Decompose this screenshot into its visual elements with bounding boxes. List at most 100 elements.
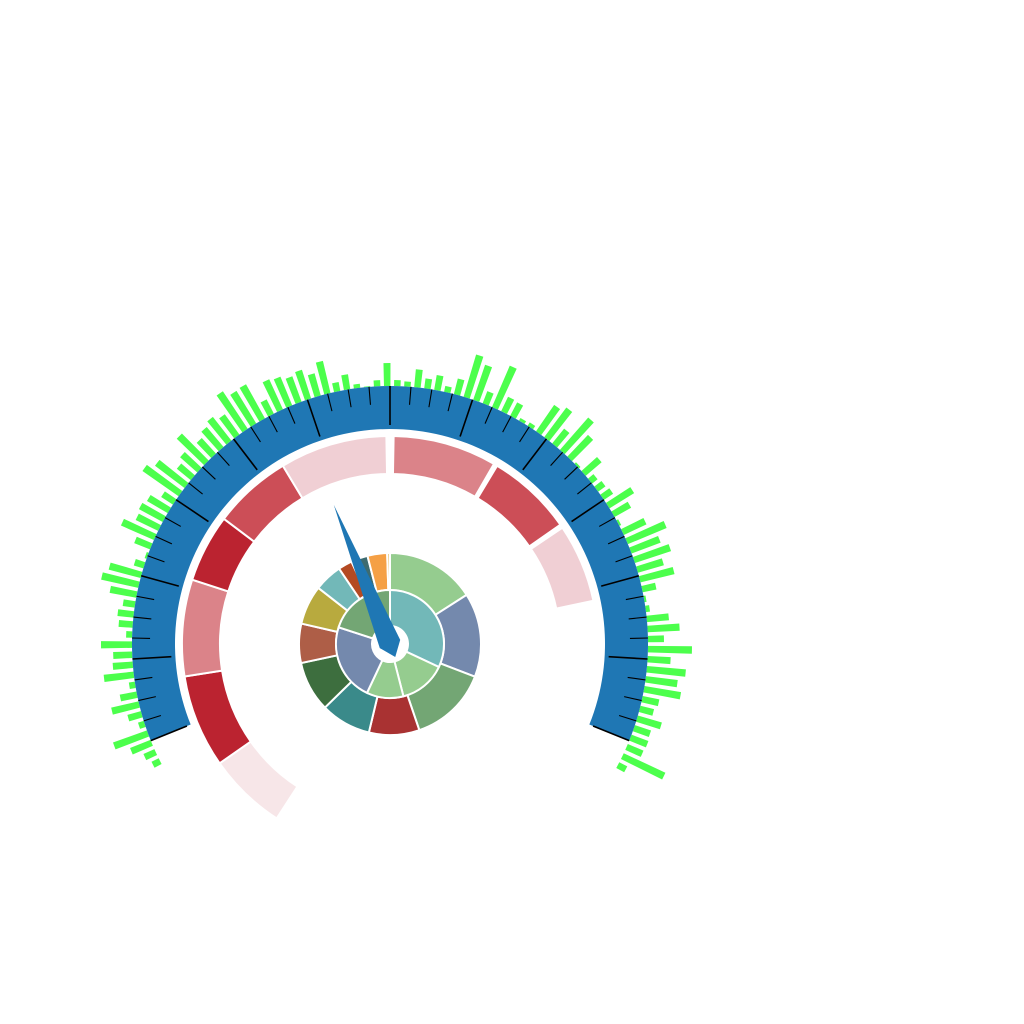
radial-bar	[201, 427, 224, 452]
minor-tick	[598, 517, 616, 527]
radial-bar	[112, 661, 134, 670]
radial-bar	[404, 381, 411, 387]
range-band	[391, 435, 496, 499]
radial-bar	[444, 385, 452, 394]
sunburst-inner-segment	[335, 626, 384, 695]
minor-tick	[625, 595, 644, 601]
radial-bar	[581, 456, 602, 476]
minor-tick	[607, 535, 625, 545]
gauge-pointer	[333, 504, 401, 657]
radial-bar	[620, 753, 666, 780]
radial-bar	[103, 671, 135, 682]
gauge-ticks	[132, 386, 648, 742]
radial-bar	[647, 635, 664, 643]
minor-tick	[428, 389, 433, 408]
radial-bar	[632, 544, 672, 564]
radial-bar	[138, 502, 166, 522]
major-tick	[459, 399, 474, 437]
radial-bar	[643, 686, 682, 700]
radial-bar	[133, 559, 146, 569]
range-band	[183, 669, 253, 765]
minor-tick	[287, 406, 296, 424]
radial-bar	[641, 695, 660, 707]
major-tick	[140, 575, 180, 587]
radial-bar	[527, 422, 536, 430]
radial-bar	[625, 521, 667, 545]
radial-bar	[295, 369, 312, 401]
radial-bar	[176, 433, 209, 466]
radial-bar	[536, 404, 561, 436]
radial-bar	[151, 758, 162, 768]
radial-bar	[109, 585, 138, 598]
radial-bar	[144, 552, 149, 559]
gauge-pointer-layer	[333, 504, 401, 657]
radial-bar	[643, 595, 647, 603]
radial-bar	[126, 631, 133, 638]
major-tick	[522, 438, 548, 471]
minor-tick	[615, 555, 633, 563]
minor-tick	[268, 415, 278, 433]
radial-bar	[641, 582, 657, 593]
major-tick	[600, 575, 640, 587]
radial-bar	[307, 373, 321, 398]
radial-bar	[239, 384, 265, 422]
radial-bar	[632, 725, 652, 737]
minor-tick	[519, 426, 530, 443]
radial-bar	[559, 417, 594, 455]
major-tick	[150, 725, 188, 742]
radial-bar	[638, 566, 675, 583]
minor-tick	[627, 676, 646, 681]
major-tick	[608, 655, 648, 660]
radial-bar	[285, 376, 302, 404]
radial-bar	[473, 364, 493, 402]
radial-bar	[143, 749, 158, 761]
radial-bar	[207, 416, 232, 445]
minor-tick	[484, 406, 493, 424]
radial-bar	[128, 681, 136, 689]
radial-bar	[135, 513, 162, 531]
radial-bar	[117, 609, 135, 618]
radial-bar	[510, 402, 524, 419]
radial-bar	[574, 462, 581, 469]
radial-bar	[463, 354, 484, 399]
radial-bar-series	[101, 354, 692, 780]
radial-bar	[130, 739, 153, 755]
major-tick	[232, 438, 258, 471]
radial-bar	[647, 623, 680, 633]
radial-bar	[646, 666, 686, 677]
radial-bar	[146, 494, 171, 514]
gauge-range-bands	[181, 435, 595, 820]
radial-bar	[118, 620, 134, 628]
minor-tick	[550, 451, 564, 467]
radial-bar	[113, 651, 133, 659]
radial-bar	[424, 378, 433, 390]
radial-bar	[260, 399, 274, 417]
minor-tick	[134, 676, 153, 681]
minor-tick	[164, 517, 182, 527]
radial-bar	[636, 558, 664, 573]
radial-bar	[112, 730, 150, 750]
minor-tick	[502, 415, 512, 433]
minor-tick	[188, 482, 203, 495]
radial-bar	[216, 391, 248, 433]
minor-tick	[216, 451, 230, 467]
range-band	[281, 435, 389, 500]
radial-bar	[625, 744, 644, 757]
radial-bar	[491, 365, 517, 410]
radial-bar	[180, 452, 202, 473]
radial-bar	[273, 376, 293, 408]
radial-bar	[616, 762, 628, 773]
radial-bar	[154, 459, 189, 489]
radial-bar	[501, 396, 515, 415]
radial-bar	[315, 360, 331, 395]
radial-bar	[611, 501, 632, 518]
major-tick	[175, 499, 209, 523]
radial-bar	[482, 391, 494, 406]
minor-tick	[201, 466, 216, 480]
minor-tick	[564, 466, 579, 480]
radial-bar	[594, 481, 606, 492]
radial-bar	[567, 434, 594, 462]
radial-bar	[101, 572, 140, 588]
radial-bar	[394, 380, 401, 387]
